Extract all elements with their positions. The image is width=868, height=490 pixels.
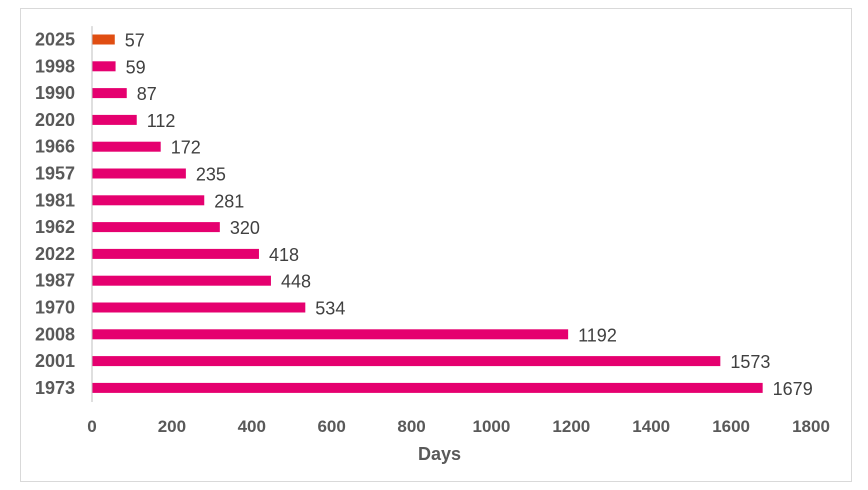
value-label-2020: 112 bbox=[147, 111, 176, 131]
value-label-2008: 1192 bbox=[578, 325, 617, 345]
value-label-1966: 172 bbox=[171, 138, 201, 158]
x-tick-label-1200: 1200 bbox=[552, 417, 590, 436]
bar-2025 bbox=[92, 34, 115, 45]
value-label-1962: 320 bbox=[230, 218, 260, 238]
bar-2020 bbox=[92, 114, 137, 125]
category-label-2008: 2008 bbox=[35, 324, 75, 344]
value-label-1981: 281 bbox=[214, 191, 244, 211]
x-tick-label-200: 200 bbox=[158, 417, 186, 436]
category-label-1966: 1966 bbox=[35, 137, 75, 157]
category-label-1973: 1973 bbox=[35, 378, 75, 398]
x-tick-label-1400: 1400 bbox=[632, 417, 670, 436]
category-label-1990: 1990 bbox=[35, 83, 75, 103]
bar-1973 bbox=[92, 382, 763, 393]
bar-1981 bbox=[92, 195, 205, 206]
value-label-1998: 59 bbox=[126, 57, 146, 77]
bar-1998 bbox=[92, 61, 116, 72]
bar-2022 bbox=[92, 248, 259, 259]
category-label-2022: 2022 bbox=[35, 244, 75, 264]
x-tick-label-0: 0 bbox=[87, 417, 96, 436]
x-tick-label-1600: 1600 bbox=[712, 417, 750, 436]
category-label-2025: 2025 bbox=[35, 30, 75, 50]
category-label-1962: 1962 bbox=[35, 217, 75, 237]
bar-1957 bbox=[92, 168, 186, 179]
labels-layer: 2025 57 1998 59 1990 87 2020 112 1966 172 1957 235 1… bbox=[35, 30, 813, 399]
category-label-1981: 1981 bbox=[35, 190, 75, 210]
category-label-2020: 2020 bbox=[35, 110, 75, 130]
bar-1966 bbox=[92, 141, 161, 152]
x-axis-title: Days bbox=[418, 444, 461, 464]
value-label-2001: 1573 bbox=[730, 352, 770, 372]
value-label-1990: 87 bbox=[137, 84, 157, 104]
category-label-1987: 1987 bbox=[35, 271, 75, 291]
category-label-1957: 1957 bbox=[35, 164, 75, 184]
bar-2001 bbox=[92, 356, 721, 367]
value-label-1987: 448 bbox=[281, 272, 311, 292]
value-label-2025: 57 bbox=[125, 31, 145, 51]
bar-1987 bbox=[92, 275, 271, 286]
category-label-1998: 1998 bbox=[35, 56, 75, 76]
x-tick-label-1000: 1000 bbox=[473, 417, 511, 436]
bar-1990 bbox=[92, 88, 127, 99]
value-label-1970: 534 bbox=[315, 299, 345, 319]
category-label-1970: 1970 bbox=[35, 298, 75, 318]
bar-2008 bbox=[92, 329, 569, 340]
chart-frame: 2025 57 1998 59 1990 87 2020 112 1966 172 1957 235 1… bbox=[20, 8, 852, 482]
value-label-2022: 418 bbox=[269, 245, 299, 265]
x-tick-label-400: 400 bbox=[238, 417, 266, 436]
bar-1970 bbox=[92, 302, 306, 313]
bars-layer bbox=[92, 34, 763, 393]
value-label-1957: 235 bbox=[196, 165, 226, 185]
category-label-2001: 2001 bbox=[35, 351, 75, 371]
x-tick-label-600: 600 bbox=[317, 417, 345, 436]
value-label-1973: 1679 bbox=[773, 379, 813, 399]
x-tick-label-800: 800 bbox=[397, 417, 425, 436]
bar-chart: 2025 57 1998 59 1990 87 2020 112 1966 172 1957 235 1… bbox=[35, 26, 830, 464]
x-axis: 0 200 400 600 800 1000 1200 1400 1600 1800 bbox=[87, 26, 830, 436]
bar-1962 bbox=[92, 222, 220, 233]
x-tick-label-1800: 1800 bbox=[792, 417, 830, 436]
